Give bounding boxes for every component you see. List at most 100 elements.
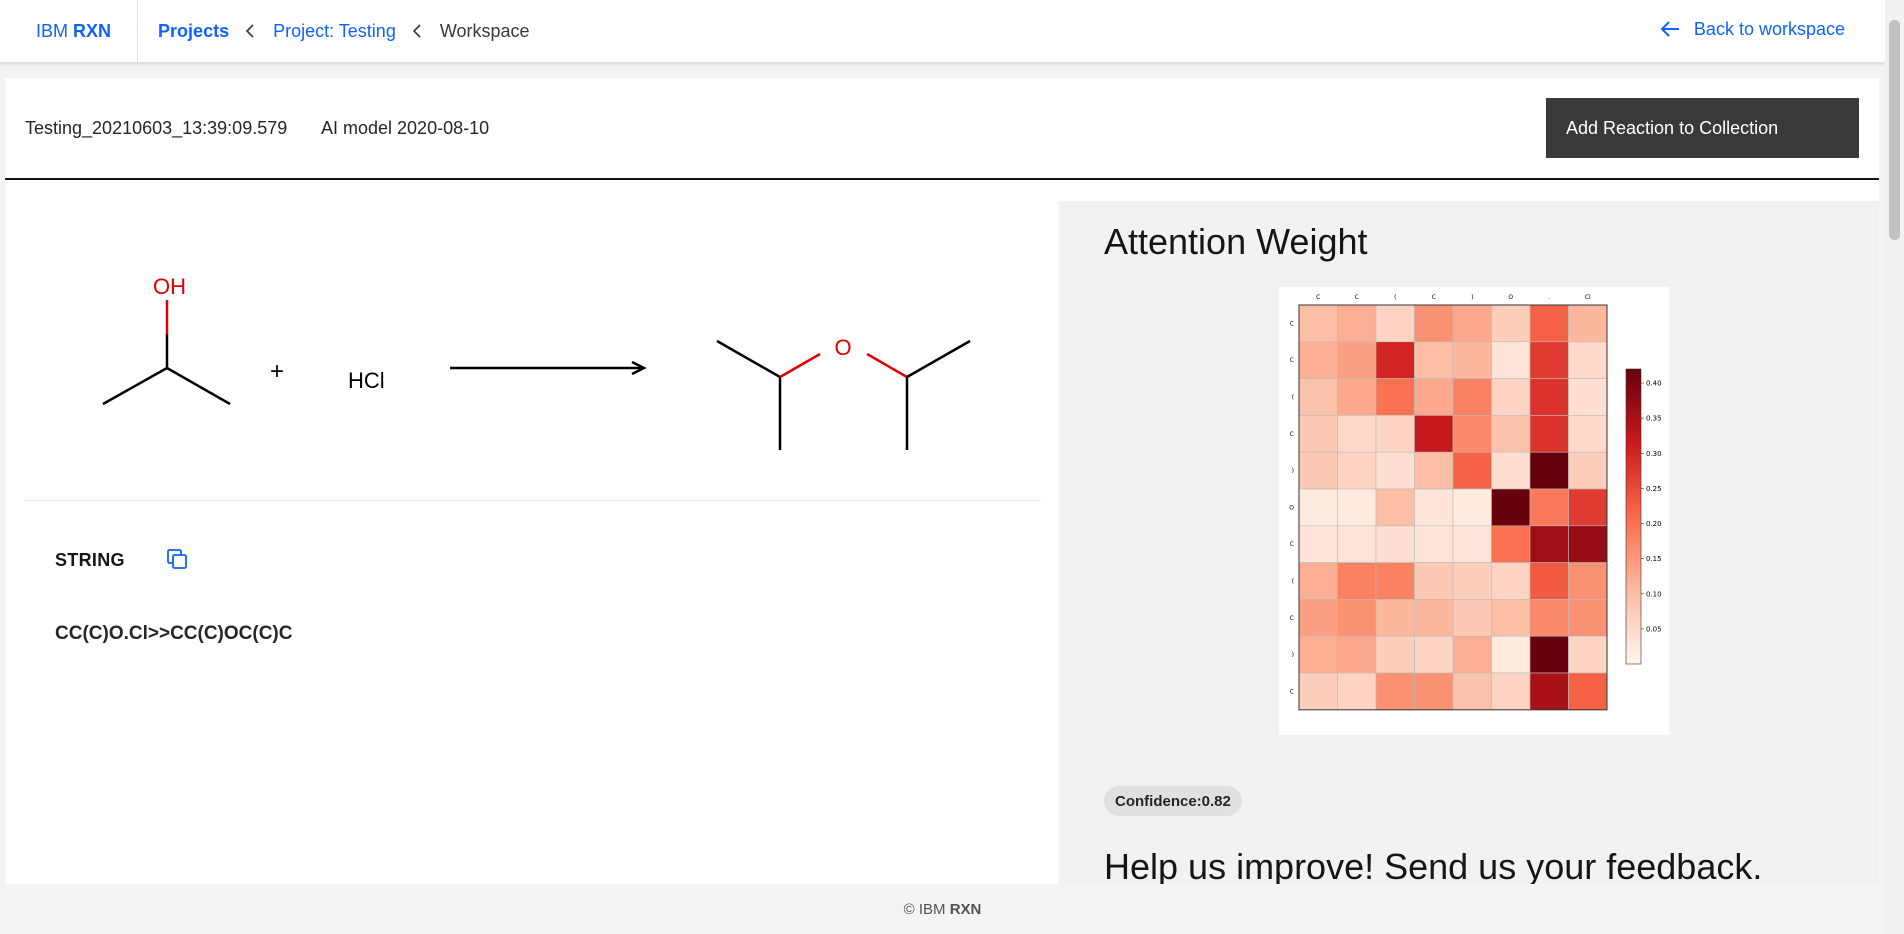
heatmap-col-label: Cl	[1585, 294, 1591, 301]
heatmap-cell	[1491, 415, 1531, 453]
heatmap-cell	[1298, 672, 1338, 711]
copy-icon[interactable]	[165, 547, 189, 571]
heatmap-cell	[1491, 341, 1531, 379]
heatmap-cell	[1337, 415, 1377, 453]
heatmap-cell	[1452, 415, 1492, 453]
ether-oxygen-label: O	[834, 335, 851, 360]
brand-logo[interactable]: IBM RXN	[36, 20, 112, 41]
heatmap-cell	[1529, 304, 1569, 343]
heatmap-cell	[1529, 341, 1569, 379]
heatmap-row-label: C	[1290, 320, 1294, 327]
reaction-scheme: OH + HCl O	[25, 274, 1041, 501]
heatmap-cell	[1568, 341, 1608, 379]
string-section-title: STRING	[55, 550, 125, 570]
attention-weight-title: Attention Weight	[1104, 221, 1368, 262]
heatmap-cell	[1414, 672, 1454, 711]
reaction-header: Testing_20210603_13:39:09.579 AI model 2…	[5, 78, 1879, 180]
heatmap-cell	[1337, 451, 1377, 490]
heatmap-row-label: C	[1290, 357, 1294, 364]
heatmap-cell	[1452, 562, 1492, 600]
heatmap-row-label: )	[1292, 468, 1294, 475]
heatmap-cell	[1298, 378, 1338, 416]
heatmap-col-label: C	[1316, 294, 1320, 301]
arrow-left-icon	[1660, 21, 1679, 37]
breadcrumb-project-testing[interactable]: Project: Testing	[273, 20, 396, 41]
colorbar-tick-label: 0.25	[1646, 485, 1662, 493]
colorbar-tick-label: 0.40	[1646, 380, 1662, 388]
feedback-heading: Help us improve! Send us your feedback.	[1104, 846, 1763, 884]
heatmap-cell	[1375, 672, 1415, 711]
colorbar-tick-label: 0.20	[1646, 520, 1662, 528]
hydroxyl-label: OH	[153, 274, 186, 299]
heatmap-cell	[1375, 304, 1415, 343]
heatmap-cell	[1298, 488, 1338, 527]
heatmap-col-label: C	[1432, 294, 1436, 301]
ai-model-label: AI model 2020-08-10	[321, 118, 490, 138]
heatmap-cell	[1568, 672, 1608, 711]
breadcrumb-projects[interactable]: Projects	[158, 20, 230, 41]
reaction-arrow	[450, 360, 647, 376]
footer-copyright: © IBM RXN	[903, 900, 982, 918]
heatmap-cell	[1375, 488, 1415, 527]
heatmap-cell	[1414, 562, 1454, 600]
heatmap-cell	[1337, 378, 1377, 416]
heatmap-col-label: C	[1355, 294, 1359, 301]
page-scrollbar[interactable]	[1885, 0, 1904, 934]
back-to-workspace-link[interactable]: Back to workspace	[1658, 17, 1845, 41]
heatmap-cell	[1375, 341, 1415, 379]
colorbar-tick-label: 0.35	[1646, 415, 1662, 423]
heatmap-cell	[1452, 525, 1492, 563]
heatmap-cell	[1529, 378, 1569, 416]
heatmap-cell	[1491, 378, 1531, 416]
heatmap-cell	[1491, 488, 1531, 527]
heatmap-cell	[1568, 488, 1608, 527]
heatmap-cell	[1414, 378, 1454, 416]
plus-sign: +	[270, 358, 284, 385]
heatmap-cell	[1337, 488, 1377, 527]
heatmap-cell	[1491, 562, 1531, 600]
heatmap-cell	[1452, 672, 1492, 711]
add-reaction-to-collection-button[interactable]: Add Reaction to Collection	[1546, 98, 1859, 158]
heatmap-cell	[1529, 415, 1569, 453]
heatmap-colorbar	[1625, 368, 1642, 665]
heatmap-cell	[1491, 451, 1531, 490]
heatmap-cell	[1568, 635, 1608, 674]
heatmap-row-label: C	[1290, 688, 1294, 695]
heatmap-cell	[1375, 451, 1415, 490]
heatmap-cell	[1375, 525, 1415, 563]
heatmap-cell	[1452, 635, 1492, 674]
scrollbar-thumb[interactable]	[1889, 20, 1900, 240]
colorbar-tick-label: 0.05	[1646, 625, 1662, 633]
colorbar-tick-label: 0.10	[1646, 590, 1662, 598]
heatmap-cell	[1529, 672, 1569, 711]
heatmap-cell	[1298, 635, 1338, 674]
heatmap-cell	[1298, 525, 1338, 563]
heatmap-cell	[1491, 599, 1531, 637]
reaction-details-pane: OH + HCl O STRING CC(C)O.Cl>>CC(C)OC	[5, 180, 1059, 884]
heatmap-cell	[1337, 562, 1377, 600]
heatmap-cell	[1568, 415, 1608, 453]
heatmap-cell	[1491, 672, 1531, 711]
heatmap-cell	[1375, 378, 1415, 416]
heatmap-cell	[1452, 451, 1492, 490]
heatmap-cell	[1337, 525, 1377, 563]
heatmap-cell	[1337, 304, 1377, 343]
heatmap-row-label: (	[1292, 578, 1294, 585]
heatmap-cell	[1375, 635, 1415, 674]
heatmap-row-label: (	[1292, 394, 1294, 401]
heatmap-cell	[1337, 599, 1377, 637]
heatmap-cell	[1491, 635, 1531, 674]
page-footer: © IBM RXN	[0, 884, 1885, 934]
heatmap-cell	[1414, 525, 1454, 563]
heatmap-cell	[1298, 599, 1338, 637]
chevron-left-icon	[412, 24, 421, 38]
chevron-left-icon	[245, 24, 254, 38]
heatmap-cell	[1375, 415, 1415, 453]
heatmap-cell	[1452, 599, 1492, 637]
heatmap-cell	[1337, 635, 1377, 674]
colorbar-tick-label: 0.30	[1646, 450, 1662, 458]
reaction-name: Testing_20210603_13:39:09.579	[25, 118, 288, 138]
heatmap-cell	[1414, 415, 1454, 453]
heatmap-cell	[1414, 341, 1454, 379]
heatmap-cell	[1491, 304, 1531, 343]
